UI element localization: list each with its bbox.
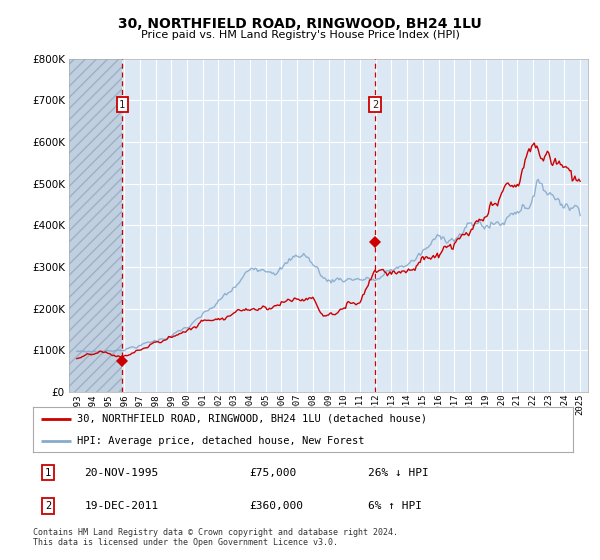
Text: 1: 1 — [45, 468, 51, 478]
Text: 30, NORTHFIELD ROAD, RINGWOOD, BH24 1LU: 30, NORTHFIELD ROAD, RINGWOOD, BH24 1LU — [118, 17, 482, 31]
Text: 20-NOV-1995: 20-NOV-1995 — [84, 468, 158, 478]
Text: 30, NORTHFIELD ROAD, RINGWOOD, BH24 1LU (detached house): 30, NORTHFIELD ROAD, RINGWOOD, BH24 1LU … — [77, 414, 427, 424]
Text: 26% ↓ HPI: 26% ↓ HPI — [368, 468, 428, 478]
Text: 6% ↑ HPI: 6% ↑ HPI — [368, 501, 422, 511]
Text: Contains HM Land Registry data © Crown copyright and database right 2024.
This d: Contains HM Land Registry data © Crown c… — [33, 528, 398, 548]
Text: HPI: Average price, detached house, New Forest: HPI: Average price, detached house, New … — [77, 436, 365, 446]
Text: 2: 2 — [372, 100, 378, 110]
Text: £360,000: £360,000 — [249, 501, 303, 511]
Text: £75,000: £75,000 — [249, 468, 296, 478]
Text: Price paid vs. HM Land Registry's House Price Index (HPI): Price paid vs. HM Land Registry's House … — [140, 30, 460, 40]
Text: 2: 2 — [45, 501, 51, 511]
Bar — [69, 59, 122, 392]
Text: 1: 1 — [119, 100, 125, 110]
Text: 19-DEC-2011: 19-DEC-2011 — [84, 501, 158, 511]
